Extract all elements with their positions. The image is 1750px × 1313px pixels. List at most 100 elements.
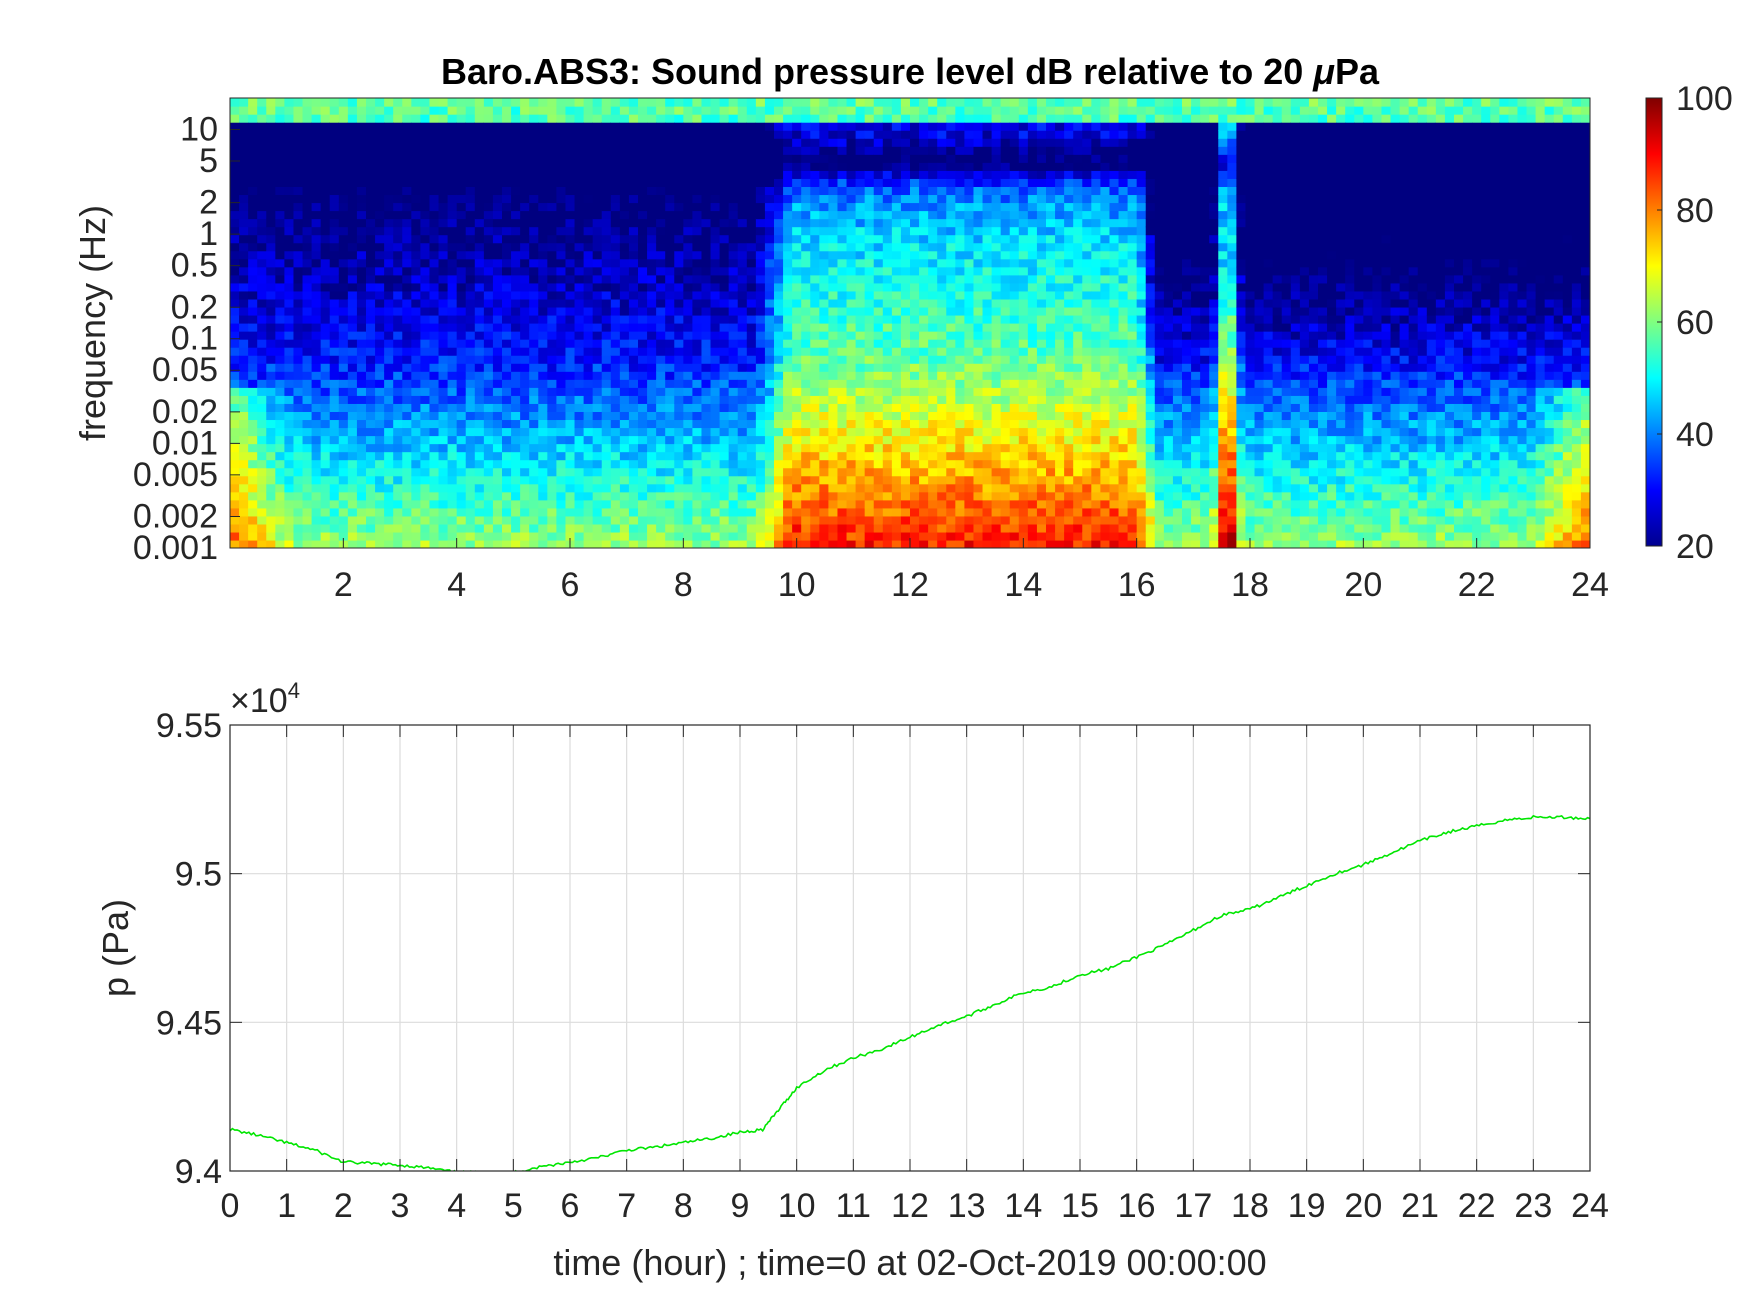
- heatmap-cell: [329, 210, 340, 220]
- heatmap-cell: [810, 523, 820, 533]
- heatmap-cell: [384, 531, 394, 541]
- heatmap-cell: [384, 234, 394, 244]
- heatmap-cell: [601, 274, 612, 284]
- heatmap-cell: [755, 339, 766, 348]
- heatmap-cell: [302, 138, 313, 147]
- heatmap-cell: [502, 379, 512, 388]
- heatmap-cell: [556, 515, 567, 525]
- heatmap-cell: [991, 331, 1002, 340]
- heatmap-cell: [919, 274, 929, 284]
- heatmap-cell: [846, 138, 857, 147]
- heatmap-cell: [502, 347, 512, 356]
- heatmap-cell: [619, 539, 630, 548]
- heatmap-cell: [801, 323, 811, 332]
- heatmap-cell: [873, 467, 884, 477]
- heatmap-cell: [619, 234, 630, 244]
- heatmap-cell: [592, 467, 603, 477]
- heatmap-cell: [565, 419, 576, 429]
- heatmap-cell: [574, 314, 585, 324]
- heatmap-cell: [783, 475, 793, 485]
- heatmap-cell: [991, 515, 1002, 525]
- heatmap-cell: [937, 266, 947, 276]
- heatmap-cell: [882, 347, 893, 356]
- heatmap-cell: [973, 146, 984, 155]
- heatmap-cell: [474, 443, 485, 453]
- heatmap-cell: [465, 154, 476, 163]
- heatmap-cell: [447, 218, 458, 228]
- heatmap-cell: [764, 242, 775, 252]
- heatmap-cell: [411, 138, 421, 147]
- heatmap-cell: [230, 194, 240, 204]
- heatmap-cell: [347, 371, 358, 380]
- heatmap-cell: [828, 507, 839, 517]
- heatmap-cell: [819, 443, 829, 453]
- heatmap-cell: [610, 355, 621, 364]
- heatmap-cell: [755, 419, 766, 429]
- heatmap-cell: [764, 290, 775, 300]
- heatmap-cell: [266, 323, 276, 332]
- heatmap-cell: [511, 218, 521, 228]
- heatmap-cell: [846, 290, 857, 300]
- heatmap-cell: [882, 282, 893, 292]
- heatmap-cell: [991, 146, 1002, 155]
- heatmap-cell: [828, 499, 839, 509]
- heatmap-cell: [964, 218, 975, 228]
- heatmap-cell: [846, 130, 857, 139]
- heatmap-cell: [266, 178, 276, 187]
- heatmap-cell: [628, 371, 639, 380]
- heatmap-cell: [746, 138, 757, 147]
- heatmap-cell: [946, 282, 956, 292]
- heatmap-cell: [873, 202, 884, 212]
- heatmap-cell: [402, 210, 412, 220]
- heatmap-cell: [1018, 306, 1029, 316]
- heatmap-cell: [647, 186, 657, 196]
- heatmap-cell: [973, 419, 984, 429]
- heatmap-cell: [266, 459, 276, 469]
- heatmap-cell: [447, 194, 458, 204]
- heatmap-cell: [882, 202, 893, 212]
- heatmap-cell: [638, 162, 648, 171]
- heatmap-cell: [565, 531, 576, 541]
- heatmap-cell: [937, 451, 947, 461]
- heatmap-cell: [619, 443, 630, 453]
- heatmap-cell: [846, 459, 857, 469]
- heatmap-cell: [248, 515, 258, 525]
- heatmap-cell: [810, 387, 820, 396]
- heatmap-cell: [864, 347, 875, 356]
- heatmap-cell: [266, 475, 276, 485]
- heatmap-cell: [438, 250, 449, 260]
- heatmap-cell: [375, 451, 385, 461]
- heatmap-cell: [356, 138, 367, 147]
- heatmap-cell: [1027, 475, 1038, 485]
- heatmap-cell: [910, 258, 920, 268]
- heatmap-cell: [764, 186, 775, 196]
- heatmap-cell: [483, 411, 494, 421]
- heatmap-cell: [828, 387, 839, 396]
- heatmap-cell: [502, 435, 512, 445]
- heatmap-cell: [610, 274, 621, 284]
- heatmap-cell: [411, 210, 421, 220]
- heatmap-cell: [601, 411, 612, 421]
- heatmap-cell: [529, 491, 539, 501]
- heatmap-cell: [610, 114, 621, 123]
- heatmap-cell: [647, 323, 657, 332]
- heatmap-cell: [465, 339, 476, 348]
- heatmap-cell: [248, 146, 258, 155]
- heatmap-cell: [846, 314, 857, 324]
- heatmap-cell: [384, 154, 394, 163]
- heatmap-cell: [837, 339, 848, 348]
- heatmap-cell: [502, 178, 512, 187]
- heatmap-cell: [910, 274, 920, 284]
- heatmap-cell: [547, 395, 557, 404]
- heatmap-cell: [420, 459, 431, 469]
- heatmap-cell: [520, 130, 530, 139]
- heatmap-cell: [910, 531, 920, 541]
- heatmap-cell: [955, 331, 965, 340]
- heatmap-cell: [601, 194, 612, 204]
- heatmap-cell: [520, 178, 530, 187]
- heatmap-cell: [366, 387, 376, 396]
- heatmap-cell: [638, 523, 648, 533]
- heatmap-cell: [538, 274, 548, 284]
- heatmap-cell: [701, 515, 712, 525]
- heatmap-cell: [719, 539, 730, 548]
